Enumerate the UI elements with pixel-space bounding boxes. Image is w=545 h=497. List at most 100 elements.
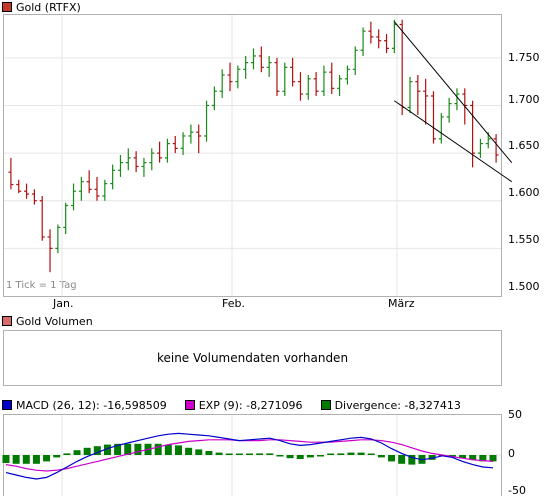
divergence-bar (459, 455, 467, 459)
x-tick-feb: Feb. (222, 297, 245, 310)
divergence-bar (317, 455, 325, 457)
price-bar (407, 76, 413, 114)
price-bar (321, 65, 327, 96)
price-bar (290, 57, 296, 87)
price-bar (446, 97, 452, 123)
macd-line (5, 432, 494, 480)
divergence-bar (256, 453, 264, 455)
price-bar (493, 134, 499, 163)
price-bar (8, 157, 14, 190)
divergence-bar (174, 445, 182, 455)
volume-legend-label: Gold Volumen (16, 314, 93, 328)
no-volume-message: keine Volumendaten vorhanden (156, 351, 349, 365)
price-bar (86, 170, 92, 194)
price-bar (172, 135, 178, 154)
price-bar (235, 65, 241, 89)
price-bar (313, 72, 319, 96)
divergence-bar (32, 455, 40, 464)
price-bar (470, 100, 476, 168)
divergence-bar (43, 455, 51, 462)
price-bar (344, 65, 350, 85)
divergence-bar (114, 443, 122, 455)
price-y-tick: 1.550 (508, 233, 540, 246)
price-bar (16, 179, 22, 194)
divergence-bar (469, 455, 477, 460)
price-trendline (393, 21, 513, 163)
divergence-bar (337, 453, 345, 455)
price-bar (352, 46, 358, 76)
divergence-bar (286, 455, 294, 459)
price-legend-label: Gold (RTFX) (16, 0, 81, 14)
volume-chart-panel (3, 330, 502, 386)
volume-legend: Gold Volumen (2, 314, 111, 328)
price-bar (211, 86, 217, 111)
divergence-bar (195, 449, 203, 455)
divergence-bar (225, 453, 233, 455)
price-bar (415, 75, 421, 116)
divergence-bar (306, 455, 314, 458)
divergence-bar (185, 447, 193, 455)
price-bar (117, 155, 123, 177)
price-bar (360, 27, 366, 56)
exp-legend-label: EXP (9): -8,271096 (198, 398, 303, 412)
price-bar (196, 124, 202, 154)
price-bar (47, 229, 53, 273)
price-bar (63, 202, 69, 235)
price-bar (110, 164, 116, 190)
divergence-bar (22, 455, 30, 464)
divergence-legend-label: Divergence: -8,327413 (334, 398, 461, 412)
divergence-bar (53, 455, 61, 458)
divergence-bar (428, 455, 436, 460)
price-bar (31, 189, 37, 205)
price-bar (454, 88, 460, 111)
exp-legend-swatch (184, 400, 195, 410)
price-bar (477, 138, 483, 158)
price-bar (384, 34, 390, 54)
price-bar (305, 75, 311, 100)
price-bar (219, 69, 225, 98)
divergence-bar (266, 453, 274, 455)
divergence-bar (479, 455, 487, 462)
price-bar (157, 141, 163, 163)
macd-y-tick: -50 (508, 484, 526, 497)
price-y-tick: 1.600 (508, 186, 540, 199)
tick-note: 1 Tick = 1 Tag (6, 280, 77, 291)
price-trendline (394, 100, 513, 183)
price-bar (39, 195, 45, 241)
divergence-bar (103, 444, 111, 455)
divergence-bar (388, 455, 396, 462)
price-bar (188, 124, 194, 144)
price-bar (376, 29, 382, 49)
price-bar (423, 78, 429, 125)
divergence-bar (63, 453, 71, 455)
price-bar (243, 55, 249, 79)
price-y-tick: 1.750 (508, 51, 540, 64)
x-tick-maerz: März (388, 297, 415, 310)
divergence-bar (73, 450, 81, 455)
price-bar (274, 57, 280, 96)
price-bar (258, 46, 264, 73)
x-tick-jan: Jan. (53, 297, 74, 310)
divergence-bar (12, 455, 20, 464)
price-bar (133, 151, 139, 173)
divergence-bar (124, 443, 132, 455)
divergence-bar (154, 443, 162, 455)
volume-legend-swatch (2, 316, 12, 326)
price-bar (94, 176, 100, 201)
divergence-bar (215, 452, 223, 455)
divergence-bar (134, 443, 142, 455)
price-bar (102, 179, 108, 201)
divergence-bar (2, 455, 10, 463)
divergence-bar (357, 452, 365, 455)
price-bar (78, 176, 84, 201)
price-bar (71, 183, 77, 211)
price-bar (430, 91, 436, 144)
divergence-bar (327, 453, 335, 455)
price-bar (24, 183, 30, 199)
price-bar (55, 224, 61, 254)
macd-legend-swatch (2, 400, 12, 410)
divergence-bar (296, 455, 304, 459)
price-legend: Gold (RTFX) (2, 0, 99, 14)
